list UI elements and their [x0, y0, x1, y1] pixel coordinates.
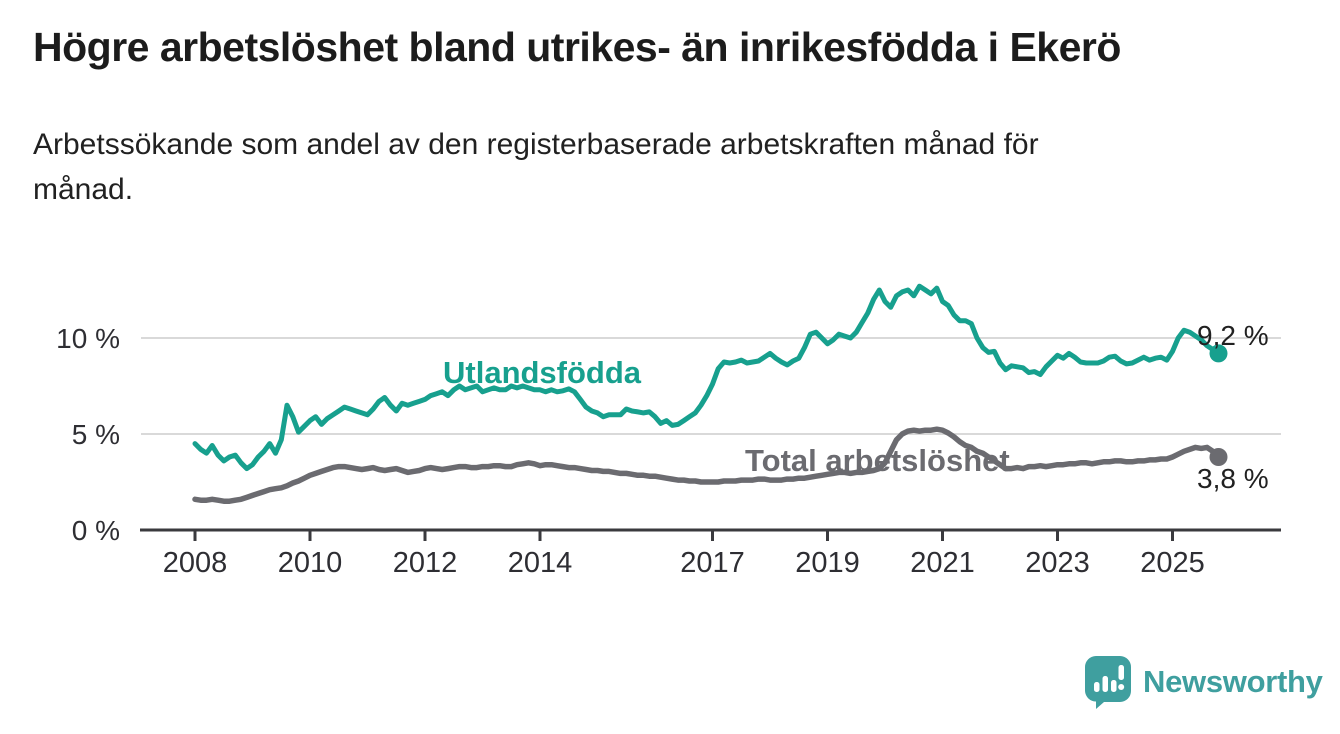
x-axis-tick-label: 2014: [508, 547, 573, 579]
series-line-1: [192, 426, 1222, 504]
series-end-dot-0: [1209, 344, 1228, 363]
x-axis-tick-label: 2023: [1025, 547, 1090, 579]
series-end-value-label-1: 3,8 %: [1197, 463, 1269, 494]
x-axis-tick-label: 2019: [795, 547, 860, 579]
bar-1: [1094, 682, 1100, 692]
newsworthy-speech-bubble-bar-chart-icon: [1085, 656, 1131, 709]
y-axis-tick-label: 0 %: [72, 515, 120, 546]
series-label-0: Utlandsfödda: [443, 355, 642, 390]
x-axis-tick-label: 2010: [278, 547, 343, 579]
series-line-0: [192, 283, 1221, 472]
brand-wordmark: Newsworthy: [1143, 664, 1323, 699]
x-axis-tick-label: 2012: [393, 547, 458, 579]
exclamation-dot: [1118, 684, 1125, 690]
chart-subtitle: Arbetssökande som andel av den registerb…: [33, 128, 1039, 206]
x-axis-tick-label: 2021: [910, 547, 975, 579]
y-axis-tick-label: 10 %: [56, 323, 120, 354]
x-axis-tick-label: 2008: [163, 547, 228, 579]
exclamation-bar: [1118, 665, 1124, 680]
bar-2: [1102, 676, 1108, 692]
x-axis-tick-label: 2017: [680, 547, 745, 579]
page-title: Högre arbetslöshet bland utrikes- än inr…: [33, 24, 1121, 70]
newsworthy-branding: Newsworthy: [1084, 655, 1323, 709]
series-end-value-label-0: 9,2 %: [1197, 320, 1269, 351]
x-axis-tick-label: 2025: [1140, 547, 1205, 579]
series-end-dot-1: [1209, 448, 1228, 466]
y-axis-tick-label: 5 %: [72, 419, 120, 450]
series-label-1: Total arbetslöshet: [745, 443, 1010, 478]
bar-3: [1111, 680, 1117, 692]
